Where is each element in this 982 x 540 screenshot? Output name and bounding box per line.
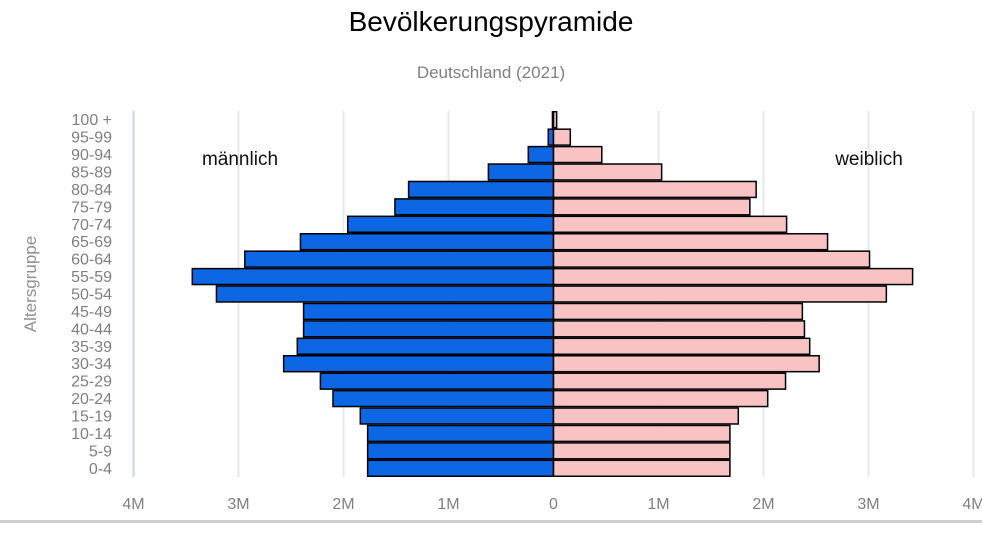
x-tick-label: 3M xyxy=(227,496,249,513)
y-tick-label: 15-19 xyxy=(71,409,112,426)
x-tick-label: 3M xyxy=(857,496,879,513)
bar-maennlich-80-84 xyxy=(407,180,555,199)
bar-weiblich-75-79 xyxy=(552,198,751,216)
bar-maennlich-90-94 xyxy=(527,145,555,164)
x-tick-label: 0 xyxy=(549,496,558,513)
bar-weiblich-30-34 xyxy=(552,355,820,373)
bar-maennlich-25-29 xyxy=(319,372,555,390)
bar-maennlich-10-14 xyxy=(366,424,555,443)
bar-weiblich-35-39 xyxy=(552,337,811,356)
bar-weiblich-100 xyxy=(552,111,558,129)
bar-weiblich-40-44 xyxy=(552,320,806,338)
bar-weiblich-95-99 xyxy=(552,128,572,146)
bar-weiblich-50-54 xyxy=(552,285,888,303)
chart-title: Bevölkerungspyramide xyxy=(348,6,634,37)
x-tick-label: 2M xyxy=(752,496,774,513)
y-axis-title: Altersgruppe xyxy=(21,236,40,332)
bar-maennlich-50-54 xyxy=(215,285,555,303)
x-tick-label: 1M xyxy=(647,496,669,513)
y-tick-label: 85-89 xyxy=(71,165,112,182)
bar-maennlich-15-19 xyxy=(359,407,555,425)
y-tick-label: 5-9 xyxy=(89,443,112,460)
y-tick-label: 55-59 xyxy=(71,269,112,286)
y-tick-label: 90-94 xyxy=(71,147,112,164)
y-tick-label: 95-99 xyxy=(71,130,112,147)
y-tick-label: 20-24 xyxy=(71,391,112,408)
bar-weiblich-65-69 xyxy=(552,233,829,251)
y-tick-label: 10-14 xyxy=(71,426,112,443)
bar-maennlich-75-79 xyxy=(394,198,555,216)
y-tick-label: 45-49 xyxy=(71,304,112,321)
y-tick-label: 50-54 xyxy=(71,287,112,304)
bar-weiblich-55-59 xyxy=(552,267,914,286)
bar-maennlich-20-24 xyxy=(332,389,555,408)
series-label-maennlich: männlich xyxy=(202,149,278,170)
bar-maennlich-70-74 xyxy=(346,215,555,233)
bar-maennlich-45-49 xyxy=(302,302,555,321)
bar-weiblich-10-14 xyxy=(552,424,731,443)
bar-weiblich-20-24 xyxy=(552,389,769,408)
bar-weiblich-85-89 xyxy=(552,163,663,181)
bar-weiblich-70-74 xyxy=(552,215,788,233)
bar-maennlich-35-39 xyxy=(296,337,555,356)
bar-weiblich-5-9 xyxy=(552,442,731,460)
y-tick-label: 35-39 xyxy=(71,339,112,356)
chart-subtitle: Deutschland (2021) xyxy=(416,63,566,82)
bar-weiblich-45-49 xyxy=(552,302,804,321)
bar-maennlich-40-44 xyxy=(302,320,555,338)
bar-weiblich-60-64 xyxy=(552,250,871,268)
y-tick-label: 70-74 xyxy=(71,217,112,234)
bar-maennlich-85-89 xyxy=(487,163,555,181)
bar-maennlich-65-69 xyxy=(299,233,555,251)
bar-maennlich-60-64 xyxy=(244,250,555,268)
y-tick-label: 75-79 xyxy=(71,199,112,216)
y-tick-label: 30-34 xyxy=(71,356,112,373)
x-tick-label: 4M xyxy=(962,496,982,513)
bar-weiblich-15-19 xyxy=(552,407,740,425)
bar-maennlich-0-4 xyxy=(366,459,555,478)
bottom-divider xyxy=(0,520,982,523)
y-tick-label: 60-64 xyxy=(71,252,112,269)
bar-maennlich-55-59 xyxy=(191,267,555,286)
bar-maennlich-95-99 xyxy=(547,128,555,146)
bar-weiblich-80-84 xyxy=(552,180,757,199)
y-tick-label: 80-84 xyxy=(71,182,112,199)
series-label-weiblich: weiblich xyxy=(834,149,903,170)
y-tick-label: 40-44 xyxy=(71,321,112,338)
y-tick-label: 100 + xyxy=(72,112,112,129)
bar-weiblich-90-94 xyxy=(552,145,603,164)
y-tick-label: 65-69 xyxy=(71,234,112,251)
x-tick-label: 1M xyxy=(437,496,459,513)
x-tick-label: 4M xyxy=(122,496,144,513)
x-tick-label: 2M xyxy=(332,496,354,513)
bar-weiblich-0-4 xyxy=(552,459,731,478)
y-tick-label: 0-4 xyxy=(89,461,112,478)
bar-maennlich-30-34 xyxy=(282,355,555,373)
bar-weiblich-25-29 xyxy=(552,372,787,390)
y-tick-label: 25-29 xyxy=(71,374,112,391)
bar-maennlich-5-9 xyxy=(366,442,555,460)
